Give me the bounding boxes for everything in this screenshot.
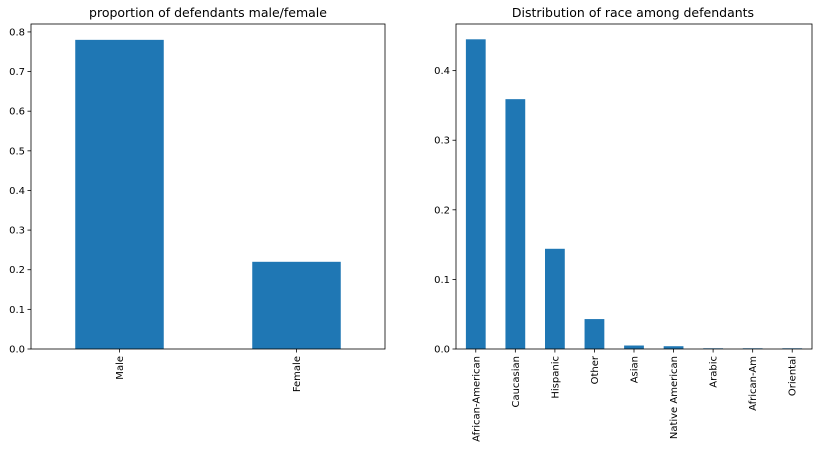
bar: [663, 346, 684, 349]
x-tick-label: Native American: [669, 356, 680, 439]
y-tick-label: 0.8: [9, 27, 25, 38]
y-tick-label: 0.7: [9, 67, 25, 78]
bar: [545, 248, 565, 349]
bar: [75, 39, 164, 349]
x-tick-label: Other: [590, 355, 601, 384]
y-tick-label: 0.3: [434, 136, 450, 147]
chart-sex-proportion: proportion of defendants male/female 0.0…: [9, 5, 386, 392]
y-tick-label: 0.0: [9, 345, 25, 356]
x-tick-label: Oriental: [788, 356, 799, 396]
x-tick-label: Arabic: [709, 356, 720, 388]
y-tick-label: 0.4: [434, 66, 450, 77]
y-tick-label: 0.1: [9, 305, 25, 316]
x-tick-label: Asian: [630, 356, 641, 383]
x-tick-label: African-Am: [748, 356, 759, 411]
y-tick-label: 0.2: [434, 205, 450, 216]
chart-title: Distribution of race among defendants: [512, 5, 754, 20]
y-tick-label: 0.5: [9, 146, 25, 157]
x-tick-label: African-American: [471, 356, 482, 442]
x-tick-label: Hispanic: [550, 356, 561, 399]
axes-frame: [30, 23, 386, 350]
bar: [252, 261, 341, 349]
y-tick-label: 0.4: [9, 186, 25, 197]
chart-title: proportion of defendants male/female: [89, 5, 327, 20]
bar: [584, 319, 605, 349]
y-tick-label: 0.6: [9, 107, 25, 118]
chart-race-distribution: Distribution of race among defendants 0.…: [434, 5, 813, 442]
x-tick-label: Female: [292, 356, 303, 392]
y-tick-label: 0.1: [434, 275, 450, 286]
y-tick-label: 0.0: [434, 345, 450, 356]
y-tick-label: 0.2: [9, 265, 25, 276]
y-tick-label: 0.3: [9, 226, 25, 237]
x-tick-label: Male: [115, 356, 126, 380]
x-tick-label: Caucasian: [511, 356, 522, 408]
bar: [465, 39, 486, 350]
bar: [505, 99, 526, 349]
bar: [624, 345, 644, 349]
